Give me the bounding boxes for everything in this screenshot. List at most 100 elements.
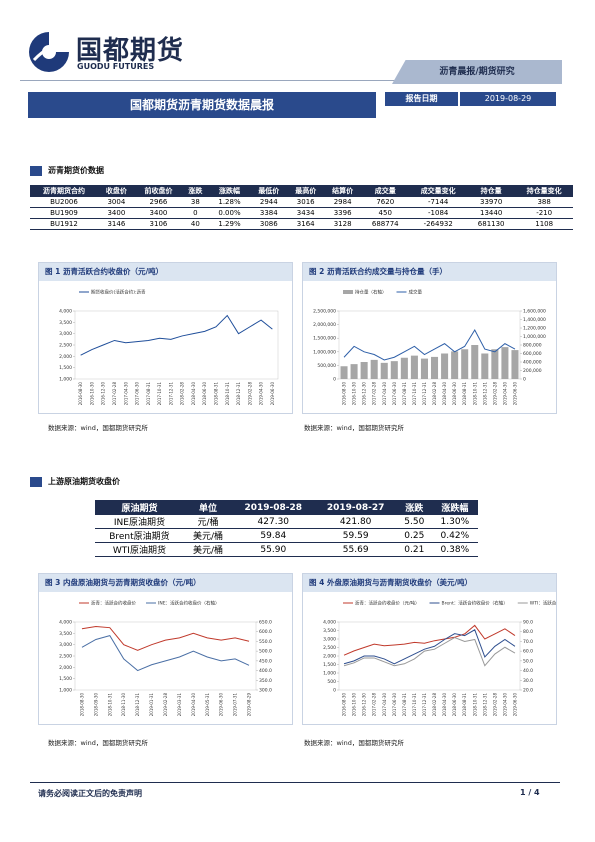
bar bbox=[350, 364, 358, 379]
x-tick-label: 2018-02-28 bbox=[432, 382, 437, 406]
y-tick-label: 0 bbox=[523, 377, 526, 383]
logo-text: 国都期货 bbox=[76, 36, 185, 66]
logo-en: GUODU FUTURES bbox=[77, 62, 155, 71]
x-tick-label: 2019-02-28 bbox=[492, 693, 497, 717]
x-tick-label: 2017-12-31 bbox=[168, 382, 173, 406]
header-cell: 涨跌 bbox=[396, 500, 432, 515]
x-tick-label: 2017-08-31 bbox=[402, 693, 407, 717]
x-tick-label: 2019-05-31 bbox=[205, 693, 210, 717]
rule bbox=[20, 80, 400, 81]
legend-label: 成交量 bbox=[409, 289, 423, 296]
plot-frame bbox=[338, 310, 521, 380]
x-tick-label: 2019-06-30 bbox=[219, 693, 224, 717]
legend-label: 期货收盘价(活跃合约):沥青 bbox=[91, 289, 146, 296]
x-tick-label: 2016-12-30 bbox=[362, 693, 367, 717]
bar bbox=[380, 362, 388, 379]
x-tick-label: 2017-04-30 bbox=[382, 693, 387, 717]
legend-label: INE：活跃合约收盘价（右轴） bbox=[158, 600, 220, 607]
y-tick-label: 1,000 bbox=[59, 688, 72, 694]
x-tick-label: 2018-08-30 bbox=[79, 693, 84, 717]
cell: 3106 bbox=[134, 218, 183, 230]
header-cell: 2019-08-28 bbox=[232, 500, 315, 515]
cell: 元/桶 bbox=[183, 515, 233, 529]
bar bbox=[501, 347, 509, 379]
y-tick-label: 1,600,000 bbox=[523, 309, 546, 315]
header-row: 原油期货 单位 2019-08-28 2019-08-27 涨跌 涨跌幅 bbox=[95, 500, 478, 515]
y-tick-label: 1,200,000 bbox=[523, 326, 546, 332]
x-tick-label: 2016-10-30 bbox=[352, 693, 357, 717]
x-tick-label: 2018-12-31 bbox=[135, 693, 140, 717]
cell: Brent原油期货 bbox=[95, 528, 184, 543]
x-tick-label: 2019-07-31 bbox=[233, 693, 238, 717]
cell: 3400 bbox=[97, 207, 135, 219]
cell: 2966 bbox=[134, 197, 183, 208]
y-tick-label: 60.0 bbox=[523, 649, 533, 655]
x-tick-label: 2018-08-31 bbox=[462, 382, 467, 406]
header-cell: 前收盘价 bbox=[134, 185, 183, 197]
source: 数据来源：wind，国都期货研究所 bbox=[304, 739, 404, 747]
figure-title: 图 3 内盘原油期货与沥青期货收盘价（元/吨） bbox=[39, 574, 292, 592]
figure: 图 4 外盘原油期货与沥青期货收盘价（美元/吨） 0 500 1,000 1,500 2,… bbox=[302, 573, 592, 725]
x-tick-label: 2018-12-31 bbox=[482, 382, 487, 406]
table: 沥青期货合约 收盘价 前收盘价 涨跌 涨跌幅 最低价 最高价 结算价 成交量 成交量变化 持仓量 持仓… bbox=[30, 185, 573, 230]
line bbox=[343, 629, 516, 665]
header-cell: 涨跌幅 bbox=[431, 500, 478, 515]
data-table: 原油期货 单位 2019-08-28 2019-08-27 涨跌 涨跌幅 INE原油期货 元/… bbox=[95, 500, 478, 557]
x-tick-label: 2019-04-30 bbox=[502, 693, 507, 717]
cell: 55.69 bbox=[314, 542, 397, 557]
table: 原油期货 单位 2019-08-28 2019-08-27 涨跌 涨跌幅 INE原油期货 元/… bbox=[95, 500, 478, 557]
x-tick-label: 2018-12-31 bbox=[236, 382, 241, 406]
y-tick-label: 90.0 bbox=[523, 620, 533, 626]
x-tick-label: 2017-04-30 bbox=[123, 382, 128, 406]
cell: 0.00% bbox=[208, 207, 251, 219]
cell: 5.50 bbox=[396, 515, 432, 529]
bar bbox=[400, 357, 408, 379]
disclaimer: 请务必阅读正文后的免责声明 bbox=[38, 789, 142, 798]
y-tick-label: 600.0 bbox=[259, 629, 272, 635]
cell: WTI原油期货 bbox=[95, 542, 184, 557]
y-tick-label: 4,000 bbox=[59, 309, 72, 315]
y-tick-label: 2,500 bbox=[59, 654, 72, 660]
x-tick-label: 2017-02-28 bbox=[112, 382, 117, 406]
cell: 0.42% bbox=[431, 528, 478, 543]
cell: 421.80 bbox=[314, 515, 397, 529]
cell: 40 bbox=[182, 218, 209, 230]
y-tick-label: 1,000,000 bbox=[313, 349, 336, 355]
bar bbox=[370, 359, 378, 379]
y-tick-label: 4,000 bbox=[59, 620, 72, 626]
section-title: 上游原油期货收盘价 bbox=[30, 476, 120, 487]
y-tick-label: 1,400,000 bbox=[523, 317, 546, 323]
y-tick-label: 3,500 bbox=[59, 631, 72, 637]
cell: 3384 bbox=[250, 207, 288, 219]
plot-frame bbox=[338, 621, 521, 691]
header-cell: 成交量变化 bbox=[409, 185, 467, 197]
cell: 3016 bbox=[287, 197, 325, 208]
row: Brent原油期货 美元/桶 59.84 59.59 0.25 0.42% bbox=[95, 528, 478, 543]
y-tick-label: 1,000,000 bbox=[523, 334, 546, 340]
legend-label: 沥青：活跃合约收盘价（元/吨） bbox=[355, 600, 420, 607]
y-tick-label: 80.0 bbox=[523, 629, 533, 635]
x-tick-label: 2017-10-31 bbox=[157, 382, 162, 406]
cell: 688774 bbox=[361, 218, 410, 230]
y-tick-label: 650.0 bbox=[259, 620, 272, 626]
x-tick-label: 2018-10-31 bbox=[472, 382, 477, 406]
x-tick-label: 2017-10-31 bbox=[412, 693, 417, 717]
x-tick-label: 2017-12-31 bbox=[422, 382, 427, 406]
cell: 7620 bbox=[361, 197, 410, 208]
y-tick-label: 2,000 bbox=[59, 354, 72, 360]
x-tick-label: 2016-08-30 bbox=[342, 382, 347, 406]
x-tick-label: 2016-12-30 bbox=[101, 382, 106, 406]
cell: 3164 bbox=[287, 218, 325, 230]
x-tick-label: 2018-06-30 bbox=[202, 382, 207, 406]
figure-title: 图 2 沥青活跃合约成交量与持仓量（手） bbox=[303, 263, 556, 281]
y-tick-label: 0 bbox=[333, 377, 336, 383]
y-tick-label: 70.0 bbox=[523, 639, 533, 645]
y-tick-label: 3,000 bbox=[59, 642, 72, 648]
tag: 沥青晨报/期货研究 bbox=[392, 60, 562, 84]
x-tick-label: 2017-06-30 bbox=[135, 382, 140, 406]
plot-frame bbox=[74, 310, 279, 380]
legend-label: WTI：活跃合约收盘价（右轴） bbox=[530, 600, 556, 607]
cell: -210 bbox=[515, 207, 573, 219]
cell: -264932 bbox=[409, 218, 467, 230]
header-cell: 持仓量变化 bbox=[515, 185, 573, 197]
